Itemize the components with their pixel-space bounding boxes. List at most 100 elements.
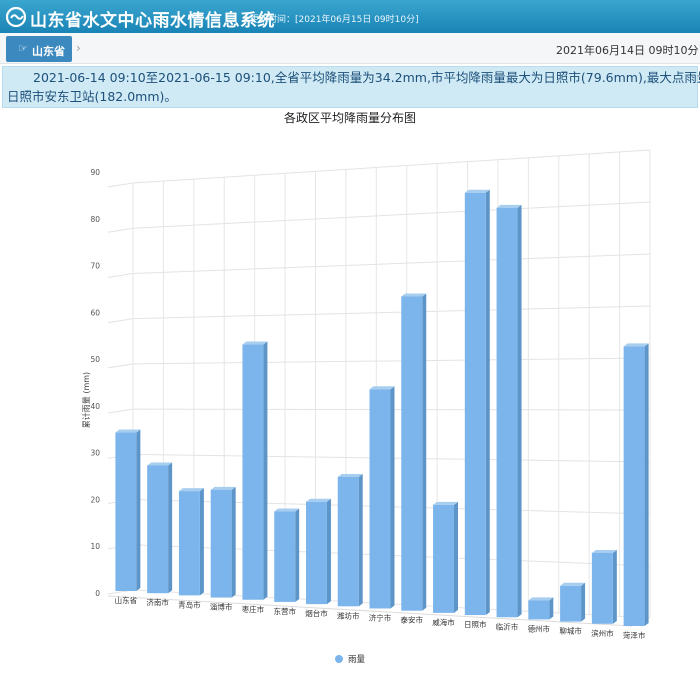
y-tick-label: 30 — [90, 449, 100, 458]
chart-title: 各政区平均降雨量分布图 — [284, 112, 416, 125]
x-tick-label: 淄博市 — [210, 602, 233, 612]
x-tick-label: 济宁市 — [369, 613, 392, 623]
x-tick-label: 德州市 — [528, 623, 551, 633]
bar-top — [210, 486, 236, 490]
gridline-side — [107, 318, 134, 324]
bar[interactable] — [115, 429, 141, 591]
x-tick-label: 临沂市 — [496, 621, 519, 631]
bar[interactable] — [210, 486, 236, 598]
bar-face — [210, 489, 232, 598]
bar[interactable] — [178, 488, 204, 596]
bar-face — [147, 465, 169, 594]
bar-top — [337, 473, 363, 477]
bar-top — [401, 293, 427, 297]
bar-face — [433, 504, 455, 613]
gridline-side — [107, 363, 134, 369]
time-range[interactable]: 2021年06月14日 09时10分 至 — [556, 44, 700, 57]
bar[interactable] — [401, 293, 427, 611]
y-tick-label: 0 — [95, 589, 100, 598]
y-tick-label: 70 — [90, 262, 100, 271]
bar-top — [147, 462, 173, 466]
bar[interactable] — [591, 549, 617, 624]
bar[interactable] — [560, 582, 586, 622]
bar[interactable] — [305, 498, 331, 605]
bar-top — [369, 386, 395, 390]
bar-side — [422, 293, 427, 611]
bar-top — [591, 549, 617, 553]
bar-face — [337, 476, 359, 607]
gridline-h — [132, 201, 651, 229]
x-tick-label: 青岛市 — [178, 599, 201, 609]
x-tick-label: 菏泽市 — [623, 630, 646, 640]
bar-side — [549, 597, 554, 620]
legend[interactable]: 雨量 — [335, 655, 366, 665]
y-tick-label: 20 — [90, 495, 100, 504]
bar[interactable] — [528, 597, 554, 620]
bar-face — [591, 552, 613, 624]
y-tick-label: 60 — [90, 308, 100, 317]
bar-side — [485, 189, 490, 616]
x-tick-label: 聊城市 — [559, 626, 582, 636]
bar-side — [199, 488, 204, 596]
bar-side — [644, 343, 649, 626]
bar-face — [528, 600, 550, 620]
breadcrumb-label: 山东省 — [32, 45, 65, 58]
water-logo-icon — [6, 7, 26, 27]
x-tick-label: 东营市 — [273, 606, 296, 616]
bar-top — [178, 488, 204, 492]
bar-side — [358, 473, 363, 607]
bar-top — [496, 204, 522, 208]
bar-side — [263, 341, 268, 600]
bar[interactable] — [242, 341, 268, 600]
bar-side — [136, 429, 141, 591]
y-tick-label: 50 — [90, 355, 100, 364]
floor-edge — [107, 595, 633, 627]
breadcrumb-province[interactable]: ☞ 山东省 — [6, 36, 72, 62]
x-tick-label: 烟台市 — [305, 608, 328, 618]
bar[interactable] — [496, 204, 522, 618]
bar-top — [305, 498, 331, 502]
legend-label: 雨量 — [348, 655, 366, 665]
bar-top — [560, 582, 586, 586]
bar-face — [274, 511, 296, 602]
bar-face — [560, 585, 582, 622]
bar[interactable] — [369, 386, 395, 609]
bar[interactable] — [623, 343, 649, 626]
bar-face — [305, 501, 327, 605]
x-tick-label: 济南市 — [146, 597, 169, 607]
x-tick-label: 泰安市 — [401, 615, 424, 625]
bar-face — [178, 491, 200, 596]
chevron-right-icon: › — [76, 41, 81, 55]
bar[interactable] — [337, 473, 363, 607]
legend-marker — [335, 655, 343, 663]
bar-side — [231, 486, 236, 598]
nav-bar: ☞ 山东省 › 2021年06月14日 09时10分 至 — [0, 33, 700, 64]
gridline-side — [107, 408, 134, 414]
gridline-h — [132, 305, 651, 320]
app-title: 山东省水文中心雨水情信息系统 — [30, 11, 275, 31]
gridline-h — [132, 357, 651, 365]
bar-side — [295, 508, 300, 602]
summary-line-1: 2021-06-14 09:10至2021-06-15 09:10,全省平均降雨… — [33, 70, 700, 85]
bar-side — [581, 582, 586, 622]
bar-top — [528, 597, 554, 601]
bar[interactable] — [147, 462, 173, 594]
bar-face — [623, 346, 645, 626]
y-axis-ticks: 0 10 20 30 40 50 60 70 80 90 — [90, 168, 100, 598]
x-tick-label: 滨州市 — [591, 628, 614, 638]
y-tick-label: 80 — [90, 215, 100, 224]
x-tick-label: 潍坊市 — [337, 610, 360, 620]
x-tick-label: 山东省 — [115, 595, 138, 605]
bar-top — [464, 189, 490, 193]
x-axis-labels: 山东省 济南市 青岛市 淄博市 枣庄市 东营市 烟台市 潍坊市 济宁市 泰安市 威海市 日照市 临沂市德… — [115, 595, 646, 640]
y-axis-label: 累计雨量 (mm) — [81, 372, 91, 428]
bar-side — [326, 498, 331, 605]
bar-face — [369, 389, 391, 609]
bar[interactable] — [464, 189, 490, 616]
bar-side — [454, 501, 459, 613]
bar-top — [433, 501, 459, 505]
bar[interactable] — [274, 508, 300, 602]
updated-time: 更新时间：[2021年06月15日 09时10分] — [250, 15, 419, 25]
bar[interactable] — [433, 501, 459, 613]
y-tick-label: 40 — [90, 402, 100, 411]
